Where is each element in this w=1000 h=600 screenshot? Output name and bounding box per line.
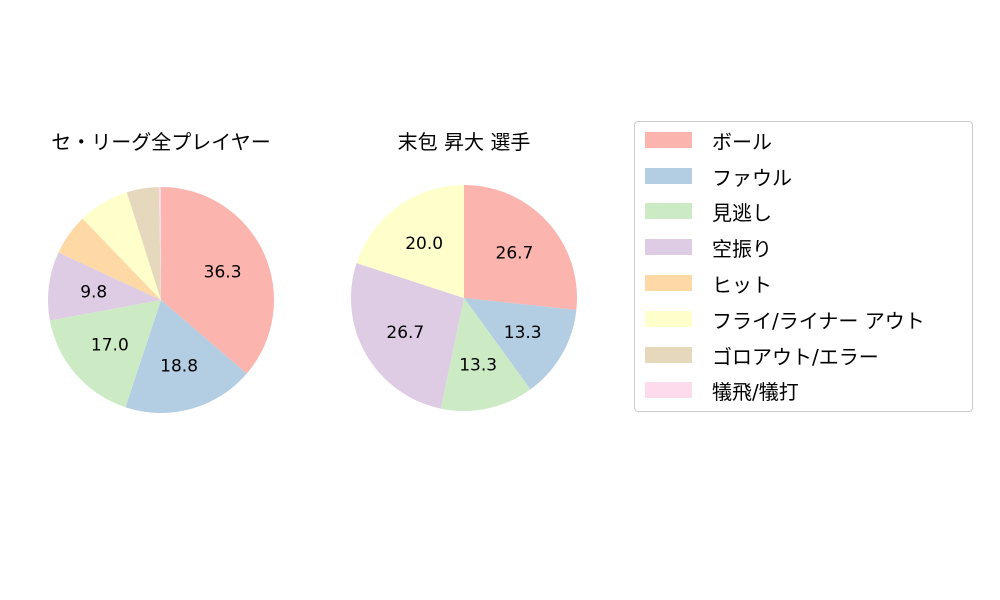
slice-label: 13.3 — [504, 323, 542, 343]
legend-label: 見逃し — [712, 200, 772, 225]
legend-swatch — [645, 239, 692, 255]
pie-slice — [82, 192, 161, 300]
legend-item-ground-out-error: ゴロアウト/エラー — [645, 343, 879, 369]
pie-slice — [464, 298, 577, 390]
pie-slice — [158, 187, 161, 300]
legend-label: 空振り — [712, 236, 772, 261]
slice-label: 17.0 — [91, 336, 129, 356]
legend-swatch — [645, 311, 692, 327]
legend-item-swinging-strike: 空振り — [645, 235, 772, 261]
legend-item-fly-liner-out: フライ/ライナー アウト — [645, 307, 925, 333]
legend-label: ゴロアウト/エラー — [712, 344, 879, 369]
legend-swatch — [645, 347, 692, 363]
pie-slice — [125, 300, 247, 413]
legend-swatch — [645, 168, 692, 184]
pie-slice — [48, 252, 161, 321]
legend-label: フライ/ライナー アウト — [712, 308, 925, 333]
pie-slice — [356, 185, 464, 298]
legend-item-foul: ファウル — [645, 164, 792, 190]
pie-slice — [126, 187, 161, 300]
chart-title-league: セ・リーグ全プレイヤー — [51, 130, 271, 154]
pie-slice — [58, 218, 161, 300]
legend-item-called-strike: 見逃し — [645, 199, 772, 225]
legend-swatch — [645, 132, 692, 148]
pie-slice — [350, 263, 464, 409]
slice-label: 18.8 — [160, 356, 198, 376]
legend-item-sacrifice: 犠飛/犠打 — [645, 378, 799, 404]
pie-slice — [464, 185, 577, 311]
chart-title-player: 末包 昇大 選手 — [397, 130, 531, 154]
legend-item-ball: ボール — [645, 128, 772, 154]
legend-swatch — [645, 203, 692, 219]
legend-label: ボール — [712, 129, 772, 154]
slice-label: 26.7 — [496, 244, 534, 264]
slice-label: 9.8 — [80, 283, 107, 303]
pie-slice — [49, 300, 161, 408]
slice-label: 26.7 — [386, 323, 424, 343]
legend: ボール ファウル 見逃し 空振り ヒット フライ/ライナー アウト ゴロアウト/… — [634, 121, 973, 412]
legend-swatch — [645, 275, 692, 291]
pie-slice — [161, 187, 274, 374]
legend-item-hit: ヒット — [645, 271, 772, 297]
legend-label: ファウル — [712, 165, 792, 190]
slice-label: 36.3 — [204, 263, 242, 283]
pie-slice — [440, 298, 531, 412]
legend-label: 犠飛/犠打 — [712, 379, 799, 404]
slice-label: 20.0 — [405, 234, 443, 254]
legend-swatch — [645, 382, 692, 398]
legend-label: ヒット — [712, 272, 772, 297]
slice-label: 13.3 — [459, 355, 497, 375]
pie-player: 26.7 13.3 13.3 26.7 20.0 — [350, 185, 577, 412]
pie-league: 36.3 18.8 17.0 9.8 — [48, 187, 274, 413]
